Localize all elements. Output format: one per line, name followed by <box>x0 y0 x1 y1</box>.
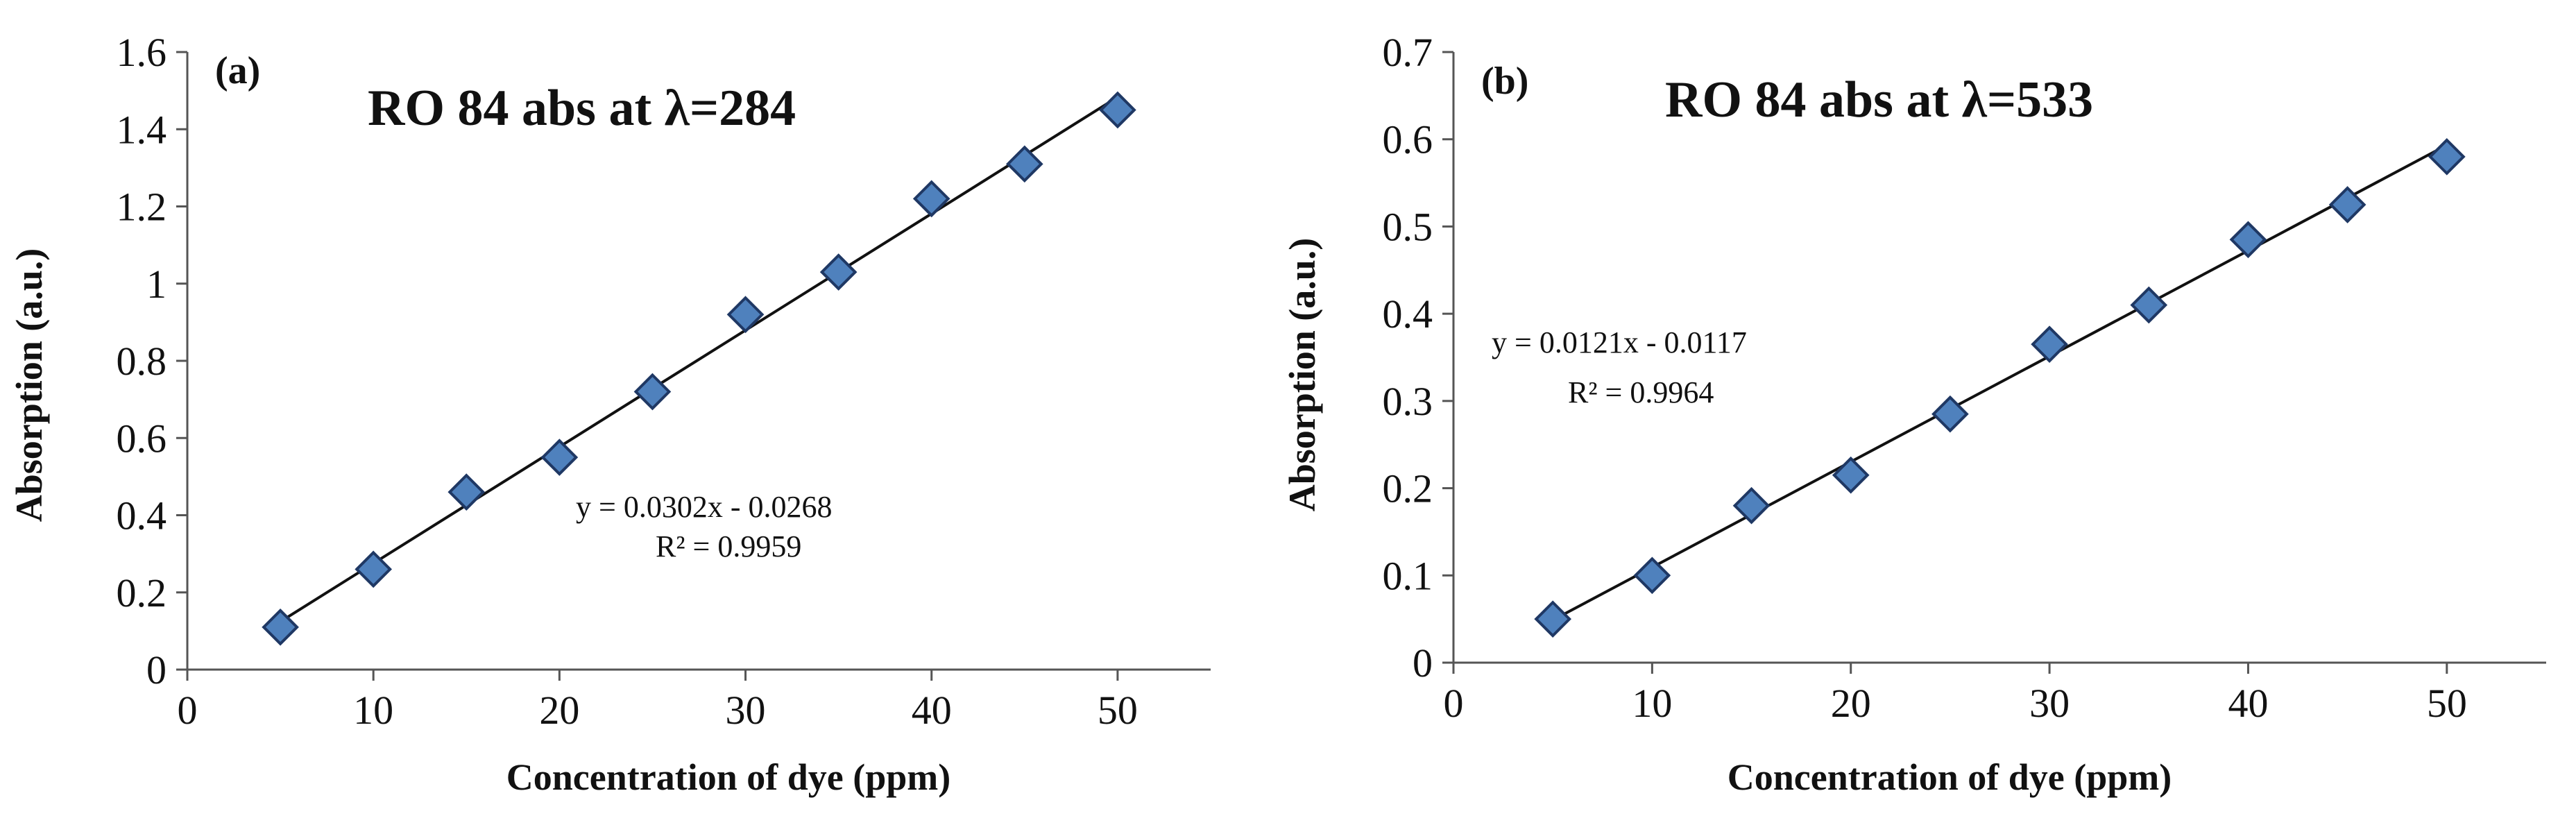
data-point-a <box>819 253 858 291</box>
x-tick-label-b: 20 <box>1831 681 1871 726</box>
trendline-b <box>1552 144 2448 622</box>
y-tick-label-b: 0.3 <box>1383 379 1433 424</box>
y-tick-label-b: 0.1 <box>1383 553 1433 598</box>
chart-title-a: RO 84 abs at λ=284 <box>368 80 796 137</box>
y-tick-label-b: 0.2 <box>1383 466 1433 511</box>
data-point-b <box>2428 138 2466 176</box>
data-point-b <box>2130 286 2168 324</box>
trendline-equation-a: y = 0.0302x - 0.0268 <box>576 490 832 524</box>
data-point-a <box>912 180 950 218</box>
y-tick-label-a: 0 <box>146 647 167 692</box>
x-tick-label-a: 40 <box>912 688 952 733</box>
trendline-a <box>280 96 1118 623</box>
data-point-b <box>1931 395 1969 433</box>
data-point-a <box>540 439 579 476</box>
x-tick-label-a: 0 <box>178 688 198 733</box>
chart-panel-b: (b) RO 84 abs at λ=533 Absorption (a.u.)… <box>1281 30 2546 798</box>
data-point-a <box>1099 91 1136 129</box>
y-tick-label-a: 0.6 <box>117 416 167 461</box>
data-point-b <box>1832 456 1870 494</box>
x-tick-label-b: 30 <box>2029 681 2070 726</box>
data-point-a <box>1005 145 1043 183</box>
y-tick-label-a: 1.2 <box>117 185 167 230</box>
chart-panel-a: (a) RO 84 abs at λ=284 Absorption (a.u.)… <box>8 30 1211 798</box>
y-tick-label-a: 0.4 <box>117 493 167 538</box>
panel-label-b: (b) <box>1481 60 1528 103</box>
x-tick-label-a: 20 <box>539 688 579 733</box>
data-point-a <box>726 296 765 334</box>
y-tick-label-a: 1.6 <box>117 30 167 75</box>
x-tick-label-b: 0 <box>1444 681 1464 726</box>
y-tick-label-a: 0.8 <box>117 339 167 384</box>
data-point-b <box>2031 325 2068 363</box>
y-axis-label-a: Absorption (a.u.) <box>8 248 50 522</box>
chart-title-b: RO 84 abs at λ=533 <box>1665 71 2093 128</box>
data-point-b <box>1534 600 1572 638</box>
x-tick-label-a: 30 <box>726 688 766 733</box>
data-point-b <box>2229 221 2267 259</box>
y-tick-label-b: 0.7 <box>1383 30 1433 75</box>
r-squared-b: R² = 0.9964 <box>1568 375 1714 409</box>
y-axis-label-b: Absorption (a.u.) <box>1281 238 1323 512</box>
data-point-b <box>1633 556 1671 595</box>
data-point-b <box>1732 486 1771 525</box>
y-tick-label-a: 1.4 <box>117 107 167 152</box>
data-point-a <box>355 550 393 588</box>
y-tick-label-b: 0.5 <box>1383 204 1433 249</box>
x-tick-label-b: 50 <box>2427 681 2467 726</box>
y-tick-label-b: 0.6 <box>1383 117 1433 162</box>
x-axis-label-a: Concentration of dye (ppm) <box>506 756 950 798</box>
y-tick-label-a: 1 <box>146 262 167 307</box>
x-tick-label-b: 10 <box>1632 681 1672 726</box>
data-point-b <box>2328 186 2366 223</box>
r-squared-a: R² = 0.9959 <box>656 529 801 563</box>
y-tick-label-a: 0.2 <box>117 570 167 615</box>
x-tick-label-b: 40 <box>2228 681 2268 726</box>
x-tick-label-a: 50 <box>1098 688 1138 733</box>
data-point-a <box>447 473 486 511</box>
y-tick-label-b: 0 <box>1413 640 1433 686</box>
trendline-equation-b: y = 0.0121x - 0.0117 <box>1492 325 1747 359</box>
x-axis-label-b: Concentration of dye (ppm) <box>1728 756 2172 798</box>
data-point-a <box>633 373 672 411</box>
y-tick-label-b: 0.4 <box>1383 291 1433 337</box>
panel-label-a: (a) <box>215 49 260 92</box>
data-point-a <box>262 608 299 646</box>
x-tick-label-a: 10 <box>353 688 393 733</box>
